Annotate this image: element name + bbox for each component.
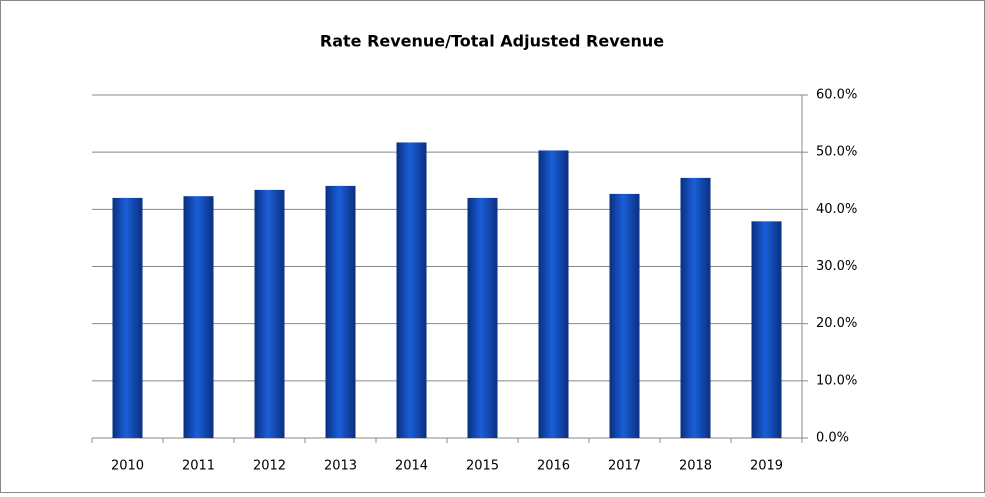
y-tick-label: 30.0% [816,259,857,274]
x-tick-label: 2010 [111,459,144,474]
chart-title: Rate Revenue/Total Adjusted Revenue [320,32,664,51]
bar [609,193,640,438]
bar [396,142,427,438]
bar [183,196,214,438]
y-tick-label: 10.0% [816,373,857,388]
x-tick-label: 2011 [182,459,215,474]
y-tick-label: 60.0% [816,88,857,103]
y-tick-label: 40.0% [816,202,857,217]
x-tick-label: 2019 [750,459,783,474]
bar [112,197,143,438]
x-tick-label: 2016 [537,459,570,474]
x-tick-label: 2015 [466,459,499,474]
bar [467,197,498,438]
x-tick-label: 2012 [253,459,286,474]
y-tick-label: 50.0% [816,145,857,160]
y-tick-label: 20.0% [816,316,857,331]
bar [325,185,356,438]
bar [254,189,285,438]
x-tick-label: 2018 [679,459,712,474]
x-tick-label: 2013 [324,459,357,474]
bar [751,221,782,438]
bar [538,150,569,438]
bar [680,177,711,438]
x-tick-label: 2014 [395,459,428,474]
x-tick-label: 2017 [608,459,641,474]
y-tick-label: 0.0% [816,431,849,446]
